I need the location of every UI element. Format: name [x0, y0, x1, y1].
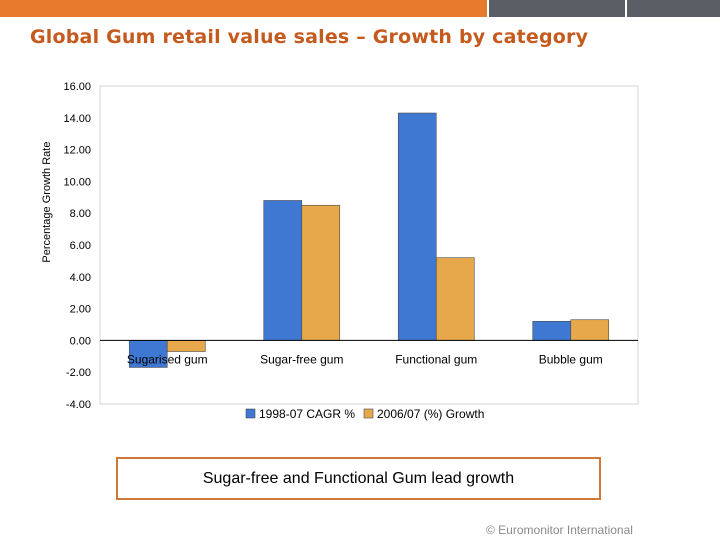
bar-cagr: [128, 340, 168, 368]
y-tick-label: 6.00: [70, 240, 91, 252]
bar-growth: [301, 204, 341, 341]
y-tick-label: 10.00: [63, 176, 91, 188]
x-category-label: Sugar-free gum: [260, 352, 343, 366]
legend-swatch: [363, 408, 374, 419]
legend-swatch: [245, 408, 256, 419]
y-tick-label: 14.00: [63, 113, 91, 125]
bar-cagr: [532, 321, 572, 341]
y-tick-label: -2.00: [66, 367, 91, 379]
y-tick-label: 2.00: [70, 304, 91, 316]
top-bar-orange: [0, 0, 487, 17]
page-title: Global Gum retail value sales – Growth b…: [30, 26, 589, 48]
x-category-label: Sugarised gum: [127, 352, 208, 366]
legend-label: 1998-07 CAGR %: [259, 407, 355, 421]
bar-cagr: [263, 200, 303, 341]
footer-copyright: © Euromonitor International: [486, 523, 633, 537]
x-category-label: Bubble gum: [539, 352, 603, 366]
callout-text: Sugar-free and Functional Gum lead growt…: [202, 469, 515, 487]
bar-cagr: [397, 112, 437, 341]
bar-growth: [570, 319, 610, 341]
x-category-label: Functional gum: [395, 352, 477, 366]
y-tick-label: 8.00: [70, 208, 91, 220]
y-tick-label: -4.00: [66, 399, 91, 411]
legend-label: 2006/07 (%) Growth: [377, 407, 484, 421]
callout-box: Sugar-free and Functional Gum lead growt…: [116, 457, 601, 500]
y-tick-label: 4.00: [70, 272, 91, 284]
top-accent-bar: [0, 0, 720, 17]
y-tick-label: 12.00: [63, 145, 91, 157]
top-bar-gray-1: [489, 0, 625, 17]
top-bar-gray-2: [627, 0, 720, 17]
bar-growth: [435, 257, 475, 341]
y-tick-label: 0.00: [70, 335, 91, 347]
y-tick-label: 16.00: [63, 81, 91, 93]
bar-growth: [166, 340, 206, 352]
y-axis-label: Percentage Growth Rate: [41, 142, 53, 263]
